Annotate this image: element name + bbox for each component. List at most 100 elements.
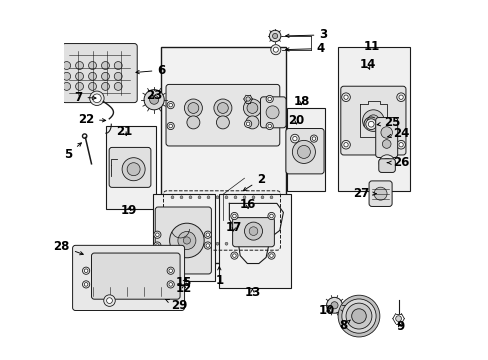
Text: 5: 5 (64, 143, 81, 161)
FancyBboxPatch shape (62, 44, 137, 103)
Circle shape (216, 196, 219, 199)
Text: 10: 10 (319, 304, 335, 317)
Circle shape (178, 231, 196, 249)
Circle shape (261, 242, 264, 245)
Circle shape (187, 103, 199, 113)
Text: 20: 20 (288, 114, 304, 127)
Circle shape (267, 212, 275, 220)
Circle shape (292, 136, 296, 141)
Text: 23: 23 (145, 89, 162, 102)
Circle shape (206, 196, 209, 199)
Circle shape (180, 242, 183, 245)
Circle shape (76, 82, 83, 90)
Circle shape (243, 99, 261, 117)
Circle shape (343, 143, 347, 147)
Circle shape (155, 244, 159, 247)
Text: 22: 22 (78, 113, 105, 126)
FancyBboxPatch shape (340, 86, 405, 155)
Circle shape (171, 242, 174, 245)
Text: 11: 11 (364, 40, 380, 53)
FancyBboxPatch shape (378, 159, 394, 172)
Circle shape (144, 90, 164, 110)
Circle shape (84, 269, 88, 273)
Text: 14: 14 (359, 58, 375, 71)
Circle shape (102, 72, 109, 80)
Circle shape (243, 242, 245, 245)
Circle shape (367, 121, 373, 127)
Circle shape (102, 62, 109, 69)
Text: 15: 15 (176, 276, 192, 289)
Text: 13: 13 (244, 286, 260, 299)
Text: 1: 1 (215, 267, 223, 287)
Circle shape (269, 254, 273, 257)
Circle shape (234, 196, 237, 199)
Text: 16: 16 (240, 198, 256, 211)
Circle shape (396, 93, 405, 102)
Circle shape (267, 252, 275, 259)
Text: 19: 19 (120, 204, 137, 217)
Bar (161, 47, 285, 263)
FancyBboxPatch shape (260, 97, 285, 128)
FancyBboxPatch shape (375, 117, 397, 158)
Circle shape (380, 127, 392, 138)
Circle shape (102, 82, 109, 90)
Circle shape (337, 295, 379, 337)
Circle shape (62, 62, 70, 69)
Text: 18: 18 (293, 95, 309, 108)
Circle shape (382, 140, 390, 148)
Circle shape (230, 212, 238, 220)
Circle shape (167, 267, 174, 274)
FancyBboxPatch shape (72, 246, 184, 310)
Bar (106, 126, 156, 209)
FancyBboxPatch shape (166, 84, 279, 146)
Text: 7: 7 (74, 91, 96, 104)
Circle shape (217, 103, 228, 113)
Circle shape (245, 97, 250, 101)
Circle shape (290, 134, 299, 143)
Circle shape (168, 103, 172, 107)
Circle shape (273, 47, 278, 52)
Circle shape (267, 124, 271, 128)
Circle shape (92, 94, 101, 103)
Circle shape (205, 244, 209, 247)
Circle shape (272, 33, 277, 39)
Circle shape (167, 281, 174, 288)
Circle shape (341, 93, 349, 102)
Circle shape (114, 72, 122, 80)
Circle shape (249, 227, 257, 235)
Circle shape (167, 102, 174, 109)
Circle shape (265, 106, 279, 119)
Circle shape (251, 196, 254, 199)
Circle shape (346, 303, 371, 329)
Circle shape (168, 124, 172, 128)
Circle shape (189, 196, 192, 199)
Circle shape (395, 316, 401, 321)
Circle shape (326, 297, 342, 313)
Circle shape (76, 62, 83, 69)
Circle shape (382, 158, 390, 167)
Text: 24: 24 (386, 127, 408, 140)
Text: 28: 28 (53, 240, 83, 255)
Circle shape (224, 242, 227, 245)
FancyBboxPatch shape (368, 181, 391, 207)
Text: 25: 25 (376, 116, 400, 129)
FancyBboxPatch shape (232, 217, 274, 247)
Circle shape (127, 163, 140, 176)
Circle shape (243, 196, 245, 199)
Text: 29: 29 (165, 299, 187, 312)
Circle shape (183, 237, 190, 244)
Circle shape (330, 302, 337, 309)
Circle shape (122, 158, 145, 181)
Circle shape (169, 223, 204, 258)
Circle shape (167, 122, 174, 130)
Circle shape (269, 242, 272, 245)
Text: 3: 3 (285, 28, 327, 41)
Circle shape (155, 233, 159, 237)
Circle shape (216, 242, 219, 245)
Circle shape (398, 143, 403, 147)
Circle shape (88, 82, 96, 90)
Circle shape (206, 242, 209, 245)
Circle shape (341, 140, 349, 149)
Circle shape (198, 242, 201, 245)
Circle shape (267, 97, 271, 101)
